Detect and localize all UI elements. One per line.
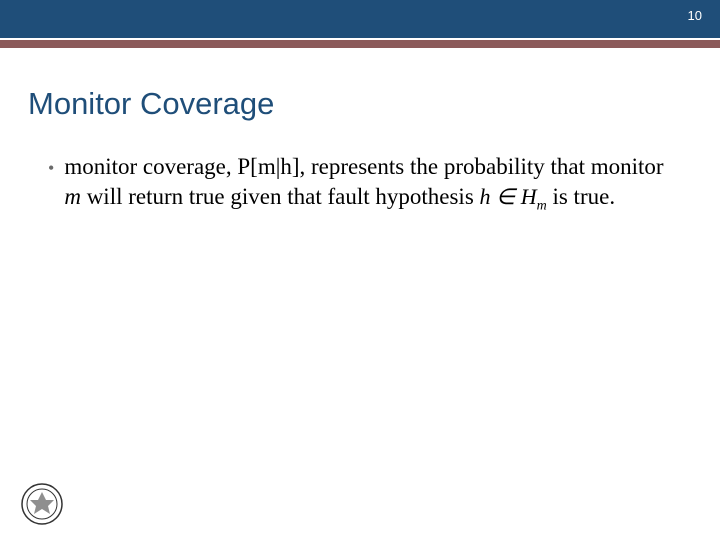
formula-H: H xyxy=(521,184,537,209)
body-paragraph: monitor coverage, P[m|h], represents the… xyxy=(64,152,680,216)
emph-m: m xyxy=(64,184,81,209)
header-bar: 10 xyxy=(0,0,720,38)
text-part3: is true. xyxy=(547,184,615,209)
accent-bar xyxy=(0,40,720,48)
formula: h ∈ Hm xyxy=(480,184,547,209)
bullet-glyph: • xyxy=(48,158,54,179)
text-part2: will return true given that fault hypoth… xyxy=(81,184,480,209)
slide-title: Monitor Coverage xyxy=(28,86,720,122)
page-number: 10 xyxy=(688,8,702,23)
bullet-item: • monitor coverage, P[m|h], represents t… xyxy=(48,152,680,216)
formula-sub: m xyxy=(537,199,547,214)
content-area: • monitor coverage, P[m|h], represents t… xyxy=(48,152,680,216)
text-part1: monitor coverage, P[m|h], represents the… xyxy=(64,154,663,179)
formula-in: ∈ xyxy=(491,184,521,209)
university-logo xyxy=(20,482,64,526)
formula-h: h xyxy=(480,184,491,209)
